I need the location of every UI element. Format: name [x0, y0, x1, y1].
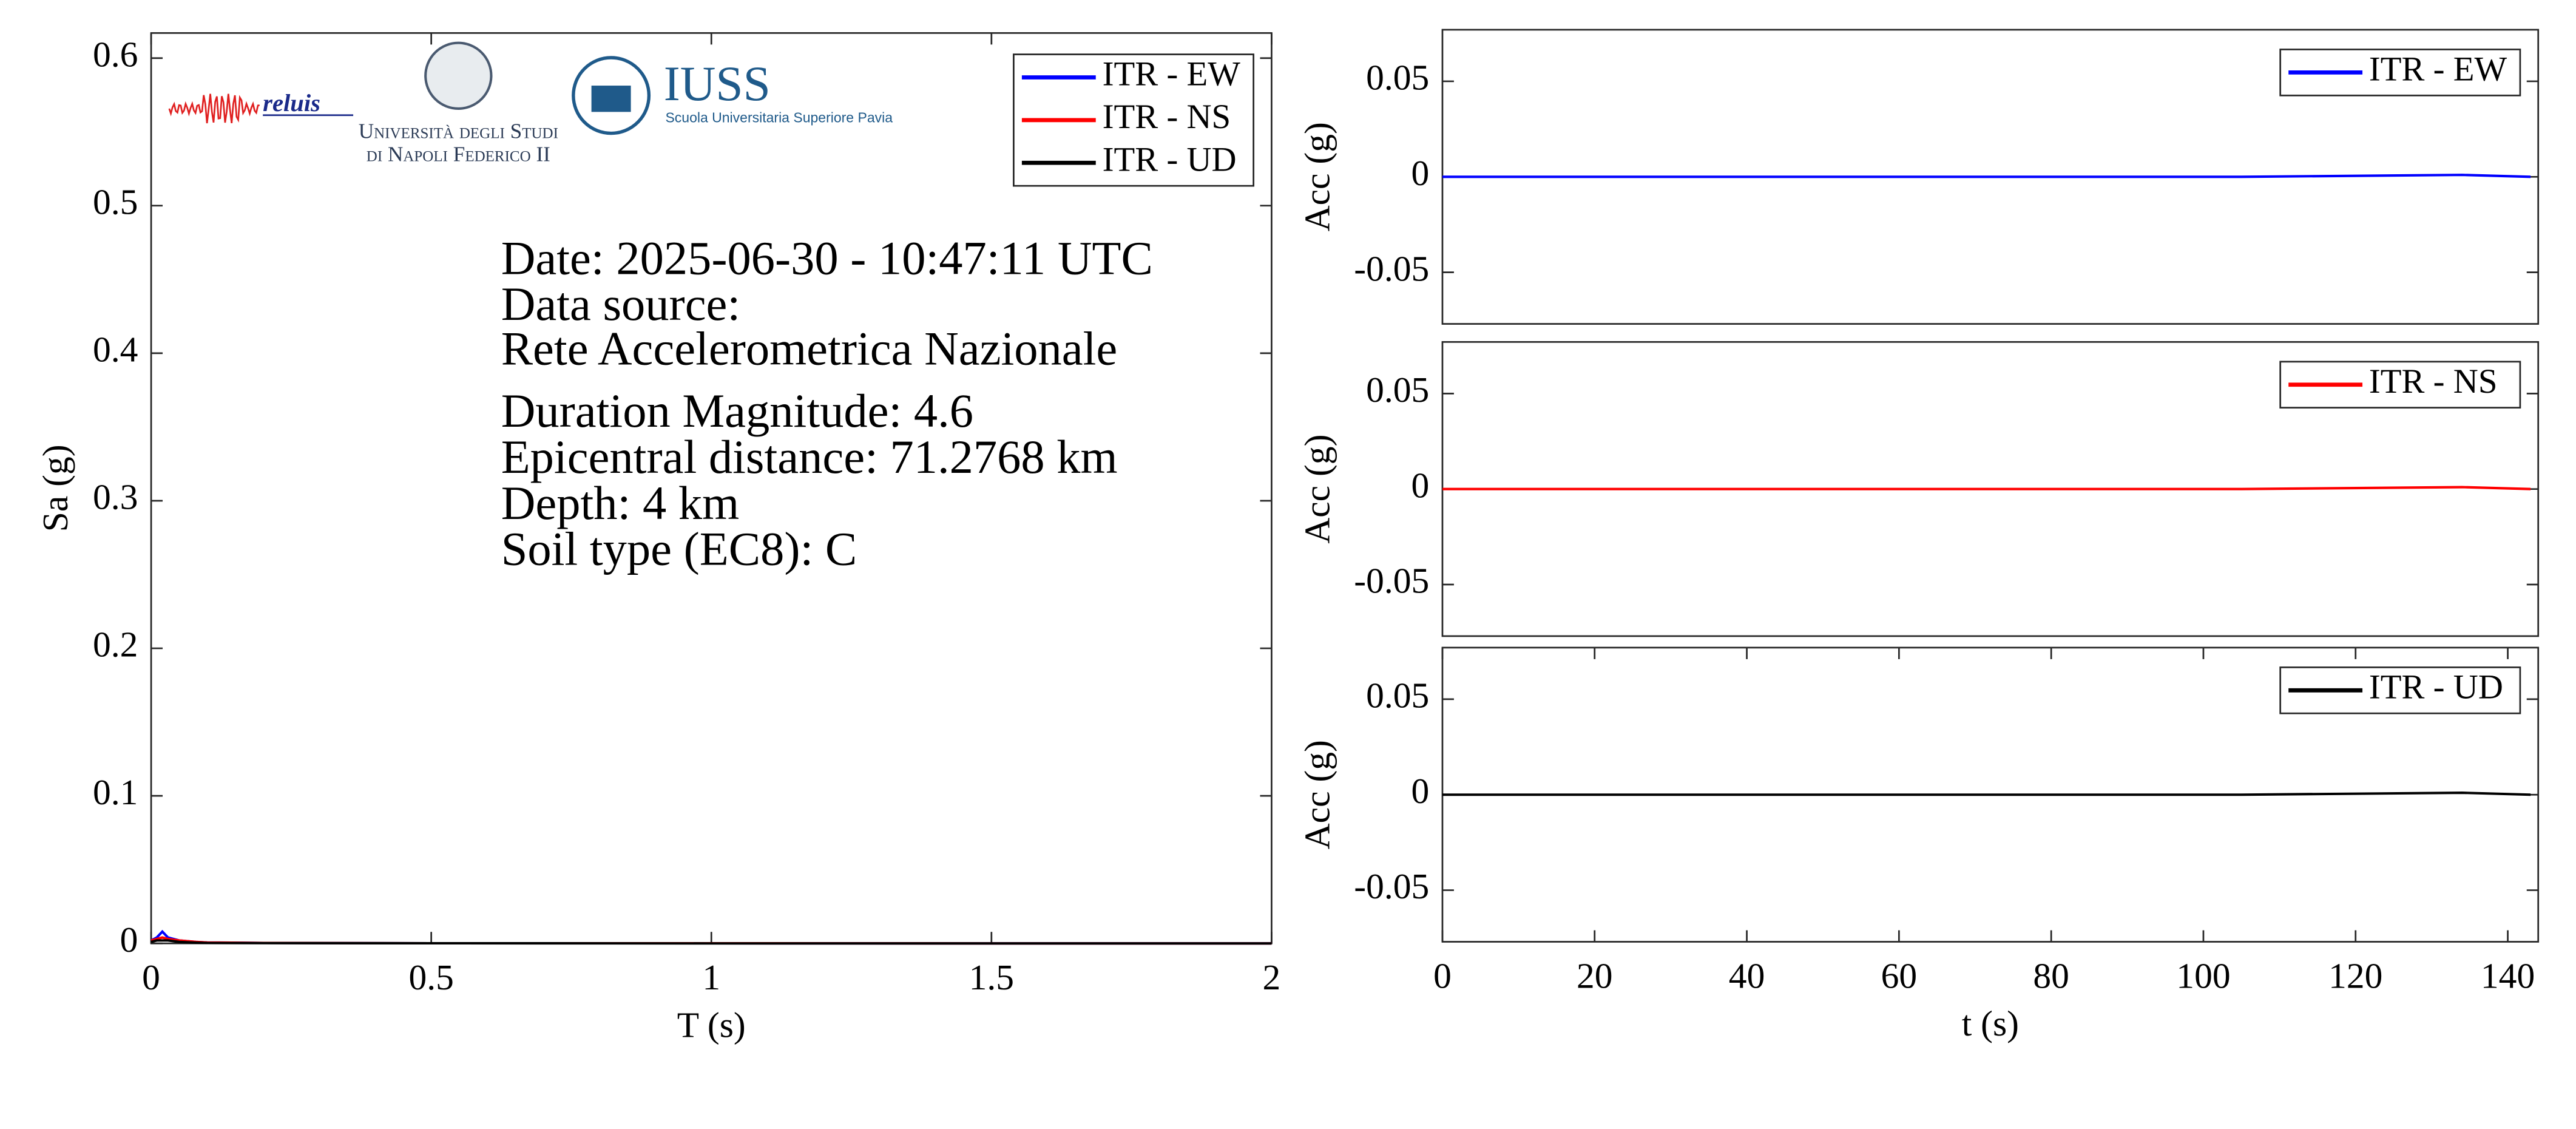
annotation: Soil type (EC8): C: [501, 523, 857, 575]
series-line: [1442, 486, 2531, 490]
logo-text: reluis: [263, 89, 320, 117]
logo-iuss-building: [591, 86, 631, 112]
y-axis-label: Acc (g): [1297, 740, 1337, 849]
x-axis-label: T (s): [677, 1005, 746, 1045]
x-tick-label: 0: [1433, 955, 1452, 995]
x-tick-label: 80: [2033, 955, 2069, 995]
y-axis-label: Sa (g): [35, 444, 75, 532]
annotation: Rete Accelerometrica Nazionale: [501, 322, 1118, 375]
annotation: Depth: 4 km: [501, 476, 739, 529]
legend-label: ITR - UD: [2369, 668, 2503, 706]
x-tick-label: 40: [1729, 955, 1765, 995]
y-tick-label: 0: [1411, 153, 1430, 193]
logo-text: Scuola Universitaria Superiore Pavia: [665, 109, 893, 125]
y-axis-label: Acc (g): [1297, 122, 1337, 231]
y-tick-label: -0.05: [1354, 866, 1429, 906]
y-tick-label: 0.05: [1366, 58, 1429, 98]
y-tick-label: 0.6: [93, 34, 138, 74]
legend-label: ITR - UD: [1103, 140, 1237, 178]
y-tick-label: 0: [120, 920, 138, 960]
logo-crest: [424, 41, 493, 110]
legend-label: ITR - EW: [2369, 50, 2507, 88]
y-tick-label: -0.05: [1354, 561, 1429, 601]
x-tick-label: 140: [2481, 955, 2535, 995]
y-tick-label: 0: [1411, 465, 1430, 505]
legend-label: ITR - NS: [2369, 362, 2498, 401]
x-tick-label: 100: [2176, 955, 2230, 995]
y-tick-label: 0.3: [93, 477, 138, 517]
x-tick-label: 20: [1577, 955, 1613, 995]
legend-label: ITR - EW: [1103, 55, 1241, 93]
y-axis-label: Acc (g): [1297, 435, 1337, 544]
x-tick-label: 0: [142, 957, 160, 997]
x-axis-label: t (s): [1962, 1003, 2019, 1043]
y-tick-label: 0.1: [93, 772, 138, 812]
annotation: Date: 2025-06-30 - 10:47:11 UTC: [501, 231, 1153, 284]
legend-label: ITR - NS: [1103, 98, 1231, 136]
y-tick-label: 0.4: [93, 330, 138, 370]
x-tick-label: 1.5: [969, 957, 1014, 997]
y-tick-label: 0.05: [1366, 370, 1429, 410]
x-tick-label: 2: [1263, 957, 1281, 997]
x-tick-label: 120: [2328, 955, 2382, 995]
logo-text: Università degli Studi: [359, 120, 558, 143]
y-tick-label: 0.2: [93, 625, 138, 665]
y-tick-label: -0.05: [1354, 248, 1429, 288]
y-tick-label: 0.05: [1366, 676, 1429, 716]
series-line: [1442, 792, 2531, 796]
logo-text: IUSS: [664, 56, 771, 111]
series-line: [150, 939, 1272, 945]
x-tick-label: 0.5: [408, 957, 453, 997]
logo-text: di Napoli Federico II: [367, 143, 550, 166]
series-line: [1442, 174, 2531, 178]
y-tick-label: 0.5: [93, 181, 138, 222]
annotation: Data source:: [501, 277, 741, 330]
y-tick-label: 0: [1411, 771, 1430, 811]
x-tick-label: 1: [702, 957, 720, 997]
logo-waveform: [168, 93, 260, 124]
annotation: Epicentral distance: 71.2768 km: [501, 430, 1118, 483]
x-tick-label: 60: [1881, 955, 1918, 995]
annotation: Duration Magnitude: 4.6: [501, 384, 973, 437]
